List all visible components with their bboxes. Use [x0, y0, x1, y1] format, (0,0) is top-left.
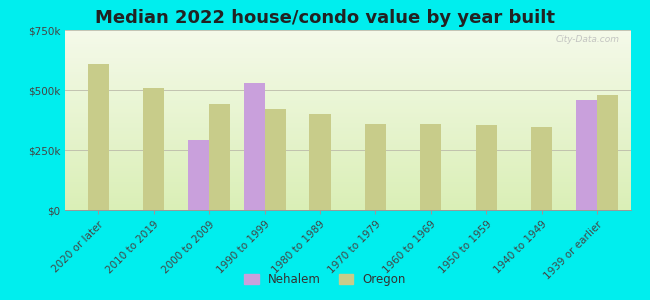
Bar: [531, 127, 552, 210]
Bar: [88, 64, 109, 210]
Bar: [576, 100, 597, 210]
Bar: [421, 124, 441, 210]
Text: City-Data.com: City-Data.com: [555, 35, 619, 44]
Bar: [309, 114, 331, 210]
Text: Median 2022 house/condo value by year built: Median 2022 house/condo value by year bu…: [95, 9, 555, 27]
Bar: [476, 125, 497, 210]
Bar: [365, 124, 386, 210]
Bar: [265, 109, 285, 210]
Bar: [244, 83, 265, 210]
Legend: Nehalem, Oregon: Nehalem, Oregon: [240, 269, 410, 291]
Bar: [188, 140, 209, 210]
Bar: [143, 88, 164, 210]
Bar: [209, 104, 230, 210]
Bar: [597, 95, 618, 210]
